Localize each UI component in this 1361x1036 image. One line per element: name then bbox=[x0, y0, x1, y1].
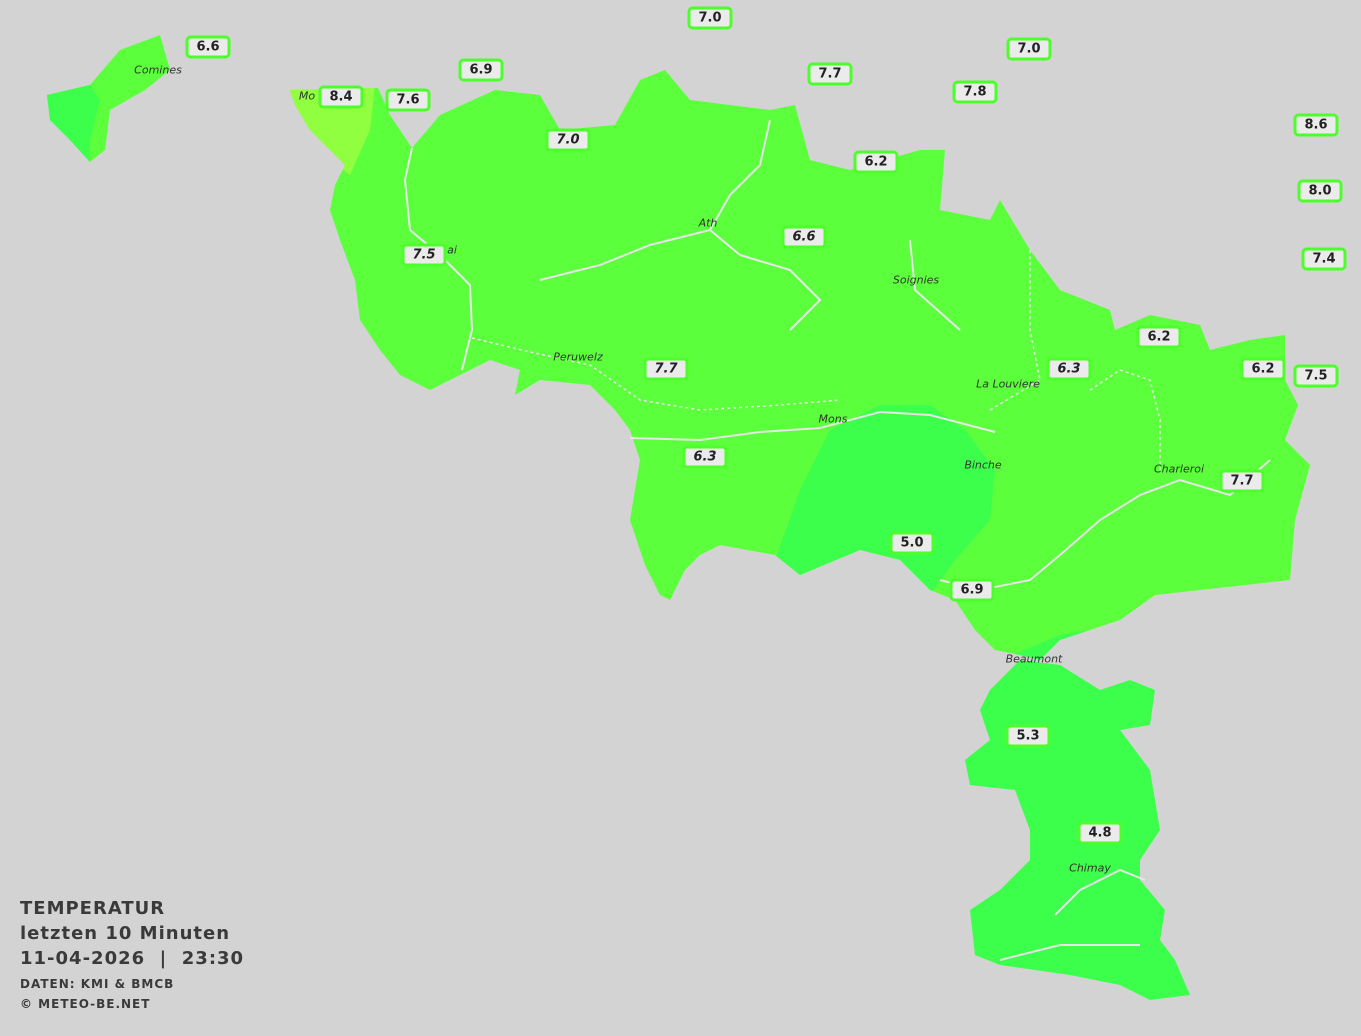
station-temperature-label: 4.8 bbox=[1077, 821, 1123, 845]
station-temperature-label: 6.6 bbox=[781, 225, 827, 249]
station-temperature-label: 8.0 bbox=[1297, 179, 1343, 203]
legend: TEMPERATUR letzten 10 Minuten 11-04-2026… bbox=[20, 896, 244, 1014]
station-temperature-label: 7.5 bbox=[1293, 364, 1339, 388]
station-temperature-label: 7.0 bbox=[687, 6, 733, 30]
station-temperature-label: 7.4 bbox=[1301, 247, 1347, 271]
city-label: Mo bbox=[298, 89, 316, 103]
station-temperature-label: 6.3 bbox=[682, 445, 728, 469]
station-temperature-label: 6.2 bbox=[853, 150, 899, 174]
station-temperature-label: 7.6 bbox=[385, 88, 431, 112]
city-label: Binche bbox=[964, 458, 1002, 472]
station-temperature-label: 8.6 bbox=[1293, 113, 1339, 137]
station-temperature-label: 6.6 bbox=[185, 35, 231, 59]
legend-copyright: © METEO-BE.NET bbox=[20, 997, 151, 1011]
station-temperature-label: 6.9 bbox=[949, 578, 995, 602]
borders-dotted bbox=[471, 250, 1161, 470]
station-temperature-label: 7.7 bbox=[643, 357, 689, 381]
station-temperature-label: 7.8 bbox=[952, 80, 998, 104]
station-temperature-label: 7.5 bbox=[401, 243, 447, 267]
legend-period: letzten 10 Minuten bbox=[20, 923, 231, 944]
station-temperature-label: 6.3 bbox=[1046, 357, 1092, 381]
legend-datetime: 11-04-2026 | 23:30 bbox=[20, 948, 245, 969]
city-label: Charleroi bbox=[1153, 462, 1205, 476]
station-temperature-label: 6.2 bbox=[1240, 357, 1286, 381]
station-temperature-label: 8.4 bbox=[318, 85, 364, 109]
city-label: ai bbox=[447, 243, 457, 257]
station-temperature-label: 5.0 bbox=[889, 531, 935, 555]
city-label: Ath bbox=[698, 216, 718, 230]
city-label: Beaumont bbox=[1005, 652, 1063, 666]
station-temperature-label: 6.2 bbox=[1136, 325, 1182, 349]
station-temperature-label: 7.7 bbox=[807, 62, 853, 86]
city-label: Comines bbox=[134, 63, 182, 77]
city-label: La Louviere bbox=[976, 377, 1040, 391]
station-temperature-label: 7.7 bbox=[1219, 469, 1265, 493]
city-label: Chimay bbox=[1069, 861, 1111, 875]
city-label: Mons bbox=[818, 412, 848, 426]
city-label: Peruwelz bbox=[553, 350, 603, 364]
city-label: Soignies bbox=[892, 273, 940, 287]
station-temperature-label: 7.0 bbox=[545, 128, 591, 152]
station-temperature-label: 7.0 bbox=[1006, 37, 1052, 61]
region-comines-cool bbox=[47, 85, 100, 162]
rivers bbox=[403, 119, 1271, 961]
cool-zone-mons-south bbox=[775, 405, 995, 595]
legend-source: DATEN: KMI & BMCB bbox=[20, 977, 175, 991]
station-temperature-label: 5.3 bbox=[1005, 724, 1051, 748]
station-temperature-label: 6.9 bbox=[458, 58, 504, 82]
legend-title: TEMPERATUR bbox=[20, 898, 166, 919]
